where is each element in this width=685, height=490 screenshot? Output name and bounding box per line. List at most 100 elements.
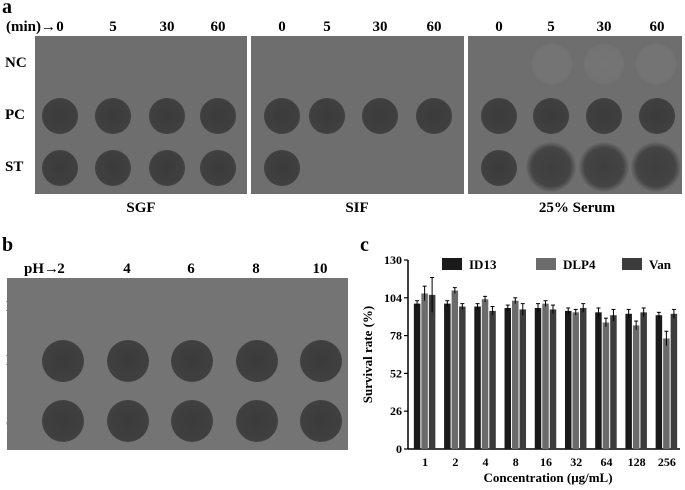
- pc-spot: [533, 98, 569, 134]
- bar: [519, 309, 527, 449]
- bar: [504, 307, 512, 449]
- st-spot: [149, 150, 185, 186]
- pc-spot: [264, 98, 300, 134]
- pc-spot: [586, 98, 622, 134]
- bar: [572, 312, 579, 449]
- bar: [655, 315, 663, 449]
- nc-spot: [584, 44, 624, 84]
- pc-spot: [200, 98, 236, 134]
- bar: [512, 300, 519, 449]
- bar: [564, 310, 572, 449]
- ph-label: 6: [187, 261, 195, 277]
- time-header-label: (min): [6, 19, 41, 35]
- st-spot: [200, 150, 236, 186]
- pc-spot: [42, 340, 84, 382]
- arrow-icon: →: [44, 261, 60, 277]
- plate-sgf: [35, 36, 247, 194]
- nc-spot: [636, 44, 676, 84]
- x-tick-label: 64: [600, 455, 612, 469]
- time-label: 60: [426, 19, 442, 35]
- legend-label: Van: [649, 257, 672, 272]
- st-spot: [42, 150, 78, 186]
- panel-c-letter: c: [360, 234, 369, 256]
- bar: [428, 294, 436, 449]
- bar: [625, 313, 632, 449]
- y-tick-label: 78: [390, 329, 402, 343]
- panel-a-letter: a: [2, 0, 12, 18]
- time-label: 60: [649, 19, 665, 35]
- nc-spot: [532, 44, 572, 84]
- st-spot: [95, 150, 131, 186]
- st-spot: [631, 142, 681, 192]
- time-label: 30: [596, 19, 612, 35]
- y-tick-label: 130: [384, 253, 402, 267]
- bar: [670, 313, 678, 449]
- x-tick-label: 32: [570, 455, 582, 469]
- y-tick-label: 26: [390, 404, 402, 418]
- pc-spot: [362, 98, 398, 134]
- y-axis-label: Survival rate (%): [360, 306, 375, 403]
- bar: [421, 293, 428, 449]
- st-spot: [236, 400, 278, 442]
- bar: [481, 299, 489, 449]
- pc-spot: [236, 340, 278, 382]
- bar: [640, 312, 647, 449]
- time-label: 5: [109, 19, 117, 35]
- x-tick-label: 2: [452, 455, 458, 469]
- pc-spot: [481, 98, 517, 134]
- time-label: 0: [278, 19, 286, 35]
- pc-spot: [300, 340, 342, 382]
- pc-spot: [309, 98, 345, 134]
- y-tick-label: 104: [384, 291, 402, 305]
- st-spot: [42, 400, 84, 442]
- ph-label: 4: [123, 261, 131, 277]
- ph-header-label: pH: [24, 261, 45, 277]
- st-spot: [481, 150, 517, 186]
- bar: [579, 307, 587, 449]
- row-label-nc: NC: [5, 55, 27, 71]
- time-label: 0: [56, 19, 64, 35]
- st-spot: [526, 142, 576, 192]
- x-tick-label: 8: [513, 455, 519, 469]
- y-tick-label: 52: [390, 366, 402, 380]
- legend-label: DLP4: [563, 257, 596, 272]
- ph-label: 2: [57, 261, 65, 277]
- legend-swatch: [442, 258, 462, 270]
- bar: [595, 312, 602, 449]
- y-tick-label: 0: [396, 442, 402, 456]
- survival-chart: 0 26 52 78 104 130 Survival rate (%) 1 2 4 8 16 32 64…: [360, 253, 680, 485]
- time-label: 30: [372, 19, 388, 35]
- plate-sif: [251, 36, 464, 194]
- pc-spot: [42, 98, 78, 134]
- bar: [632, 325, 640, 449]
- plate-serum: [468, 36, 682, 194]
- legend-label: ID13: [469, 257, 497, 272]
- ph-label: 8: [252, 261, 260, 277]
- pc-spot: [95, 98, 131, 134]
- time-label: 5: [547, 19, 555, 35]
- bar: [444, 303, 451, 449]
- bar: [413, 303, 421, 449]
- time-label: 0: [495, 19, 503, 35]
- arrow-icon: →: [41, 19, 56, 35]
- x-tick-label: 128: [628, 455, 646, 469]
- plate-ph: [7, 278, 348, 450]
- ph-header: pH→: [24, 262, 59, 277]
- st-spot: [171, 400, 213, 442]
- bar: [663, 338, 670, 449]
- st-spot: [107, 400, 149, 442]
- x-tick-label: 1: [422, 455, 428, 469]
- time-label: 60: [210, 19, 226, 35]
- pc-spot: [107, 340, 149, 382]
- row-label-pc: PC: [5, 107, 25, 123]
- x-tick-label: 4: [483, 455, 489, 469]
- st-spot: [264, 150, 300, 186]
- plate-label-sgf: SGF: [126, 200, 156, 216]
- bar: [602, 322, 610, 449]
- bar: [610, 315, 617, 449]
- row-label-st: ST: [5, 159, 24, 175]
- st-spot: [300, 400, 342, 442]
- legend-swatch: [536, 258, 556, 270]
- x-tick-label: 16: [540, 455, 552, 469]
- time-label: 30: [159, 19, 175, 35]
